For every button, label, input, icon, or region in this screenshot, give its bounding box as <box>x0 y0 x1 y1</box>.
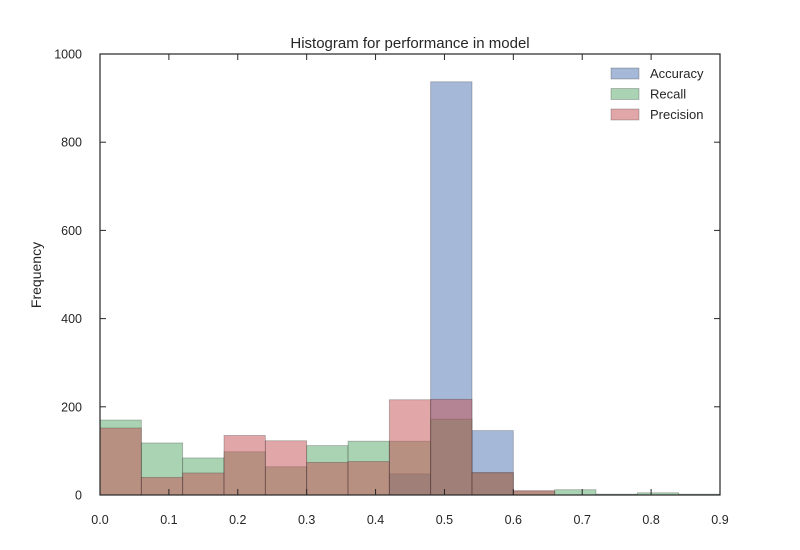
x-tick-label: 0.6 <box>505 513 522 527</box>
y-tick-label: 200 <box>61 400 82 414</box>
y-axis-label: Frequency <box>28 242 44 308</box>
x-tick-label: 0.0 <box>91 513 108 527</box>
x-tick-label: 0.3 <box>298 513 315 527</box>
legend-swatch-precision <box>610 108 640 121</box>
y-tick-label: 800 <box>61 136 82 150</box>
y-tick-label: 600 <box>61 224 82 238</box>
legend-label-accuracy: Accuracy <box>650 66 704 81</box>
x-tick-label: 0.8 <box>642 513 659 527</box>
precision-bar <box>306 461 349 496</box>
legend: Accuracy Recall Precision <box>610 66 704 122</box>
precision-bar <box>388 399 432 496</box>
precision-bar <box>140 476 184 496</box>
x-tick-label: 0.1 <box>160 513 177 527</box>
x-tick-label: 0.9 <box>711 513 728 527</box>
x-tick-label: 0.7 <box>574 513 591 527</box>
recall-bar <box>554 489 597 496</box>
precision-bar <box>512 490 556 496</box>
legend-label-recall: Recall <box>650 87 686 102</box>
precision-bar <box>347 461 390 496</box>
precision-bar <box>430 398 473 496</box>
precision-bar <box>99 427 142 496</box>
precision-bar <box>264 440 308 496</box>
bars-layer <box>99 81 721 496</box>
y-tick-label: 400 <box>61 312 82 326</box>
legend-swatch-recall <box>610 88 640 100</box>
legend-label-precision: Precision <box>650 107 703 122</box>
x-tick-label: 0.5 <box>436 513 453 527</box>
x-tick-label: 0.4 <box>367 513 384 527</box>
x-axis: 0.0 0.1 0.2 0.3 0.4 0.5 0.6 0.7 0.8 0.9 <box>91 54 729 527</box>
precision-bar <box>223 435 266 496</box>
y-axis: 0 200 400 600 800 1000 <box>54 48 720 503</box>
y-tick-label: 1000 <box>54 48 82 62</box>
y-tick-label: 0 <box>75 489 82 503</box>
legend-swatch-accuracy <box>610 67 640 80</box>
precision-bar <box>471 472 514 496</box>
x-tick-label: 0.2 <box>229 513 246 527</box>
chart-title: Histogram for performance in model <box>290 35 529 52</box>
plot-frame <box>99 53 721 496</box>
precision-bar <box>182 472 225 496</box>
